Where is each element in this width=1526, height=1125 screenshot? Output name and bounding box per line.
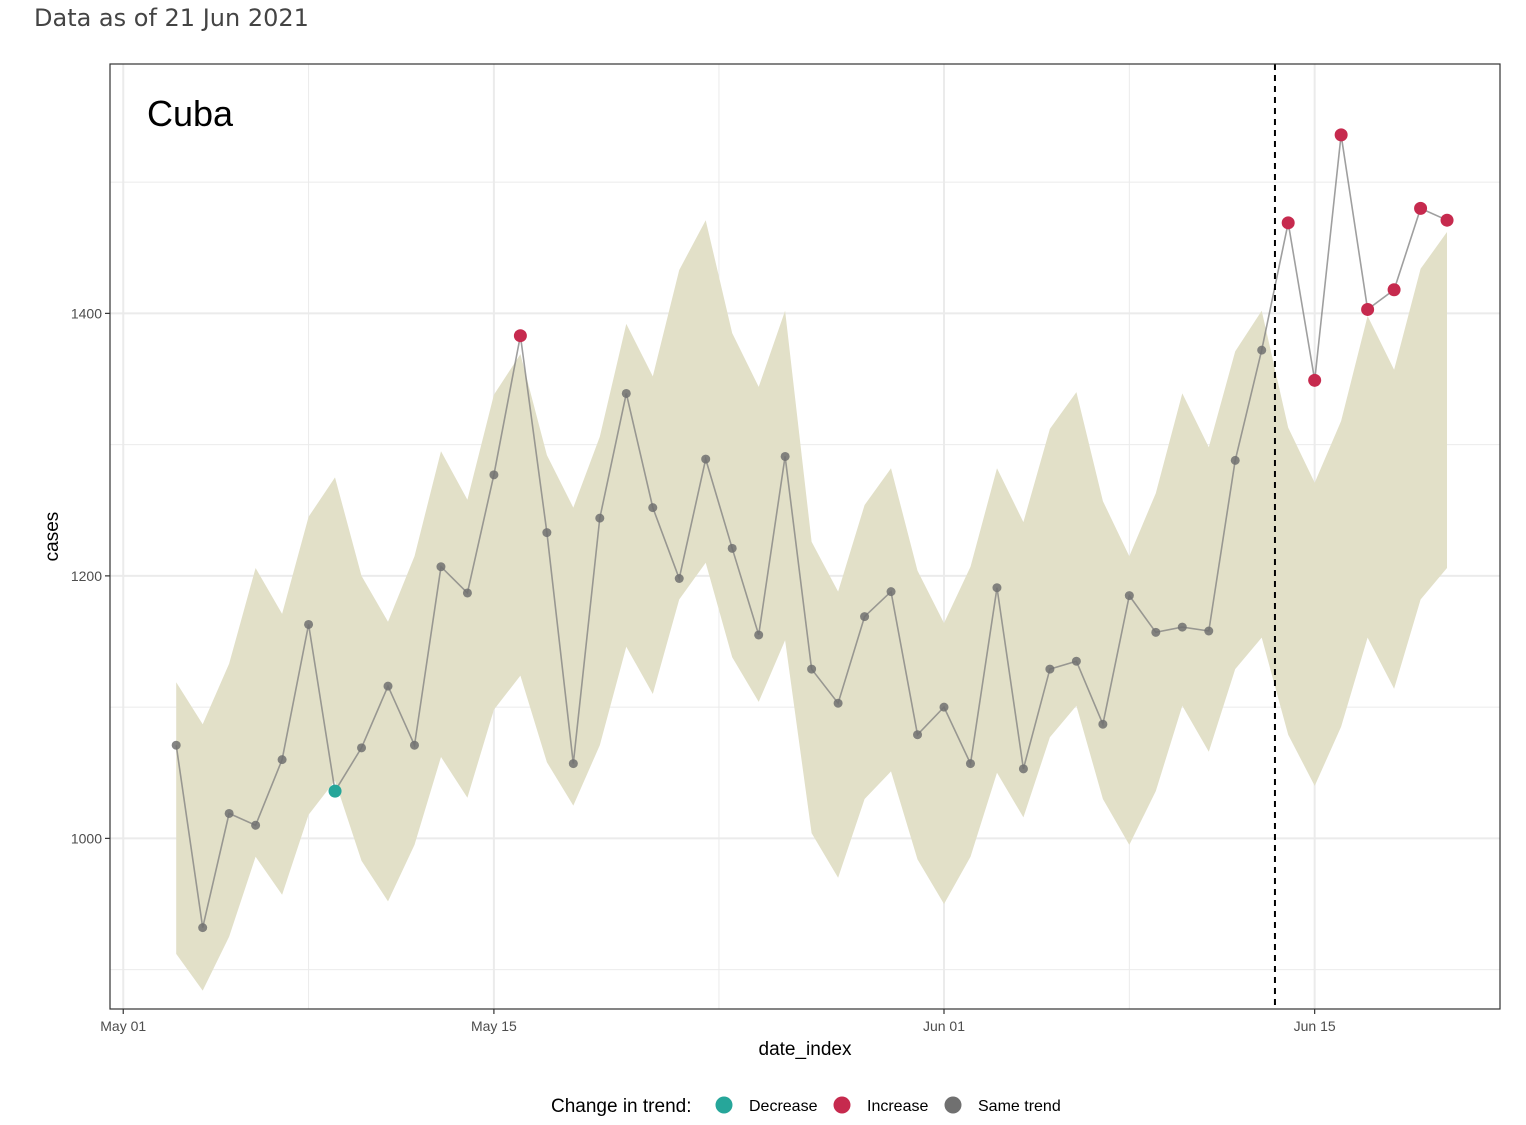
data-point-increase [1281,216,1295,230]
data-point-same [1124,591,1134,601]
data-point-increase [1334,128,1348,142]
data-point-same [1045,664,1055,674]
x-tick-label: Jun 15 [1294,1018,1336,1034]
y-axis-title: cases [42,512,63,562]
data-point-same [1230,455,1240,465]
legend: Change in trend: Decrease Increase Same tr… [551,1096,1061,1117]
legend-key-decrease [715,1096,733,1114]
data-point-same [1257,345,1267,355]
trend-ribbon [176,220,1448,991]
data-point-same [224,808,234,818]
panel-title: Cuba [147,93,234,134]
data-point-decrease [328,784,342,798]
data-point-same [277,755,287,765]
data-point-same [860,612,870,622]
data-points [171,128,1454,933]
legend-label-increase: Increase [867,1098,928,1115]
data-point-same [1204,626,1214,636]
plot-border [109,63,1501,1010]
data-point-same [780,451,790,461]
data-point-same [357,743,367,753]
data-point-same [701,454,711,464]
data-point-same [1098,719,1108,729]
data-point-same [409,740,419,750]
data-point-same [1177,622,1187,632]
y-tick-label: 1000 [71,830,102,846]
data-point-increase [1387,283,1401,297]
data-point-increase [1414,201,1428,215]
data-point-same [1071,656,1081,666]
legend-key-same [944,1096,962,1114]
legend-label-decrease: Decrease [749,1098,818,1115]
data-point-same [542,528,552,538]
data-point-same [727,543,737,553]
legend-key-increase [833,1096,851,1114]
data-point-same [251,820,261,830]
x-tick-label: May 15 [471,1018,517,1034]
data-point-same [1151,627,1161,637]
y-tick-label: 1200 [71,568,102,584]
x-tick-label: May 01 [100,1018,146,1034]
data-point-same [992,583,1002,593]
y-axis: 1000 1200 1400 [71,305,110,846]
data-point-increase [1440,213,1454,227]
data-point-same [568,759,578,769]
data-point-same [886,587,896,597]
data-point-same [462,588,472,598]
data-point-increase [1361,302,1375,316]
data-point-same [1018,764,1028,774]
legend-title: Change in trend: [551,1096,692,1117]
x-axis: May 01 May 15 Jun 01 Jun 15 [100,1009,1336,1034]
data-point-same [754,630,764,640]
data-point-same [939,702,949,712]
y-tick-label: 1400 [71,305,102,321]
data-point-same [489,470,499,480]
data-point-increase [1308,373,1322,387]
x-tick-label: Jun 01 [923,1018,965,1034]
data-point-same [674,574,684,583]
data-point-same [436,562,446,572]
data-point-same [807,664,817,674]
data-point-same [648,503,658,513]
data-point-same [833,698,843,708]
data-point-same [595,513,605,523]
data-point-same [198,923,208,933]
x-axis-title: date_index [759,1039,852,1060]
data-point-same [913,730,923,740]
legend-label-same: Same trend [978,1098,1061,1115]
data-point-same [965,759,975,769]
data-point-same [171,740,181,750]
chart-subtitle: Data as of 21 Jun 2021 [34,4,309,32]
data-point-same [621,388,631,398]
data-point-same [383,681,393,691]
data-point-same [304,619,314,629]
data-point-increase [513,329,527,343]
